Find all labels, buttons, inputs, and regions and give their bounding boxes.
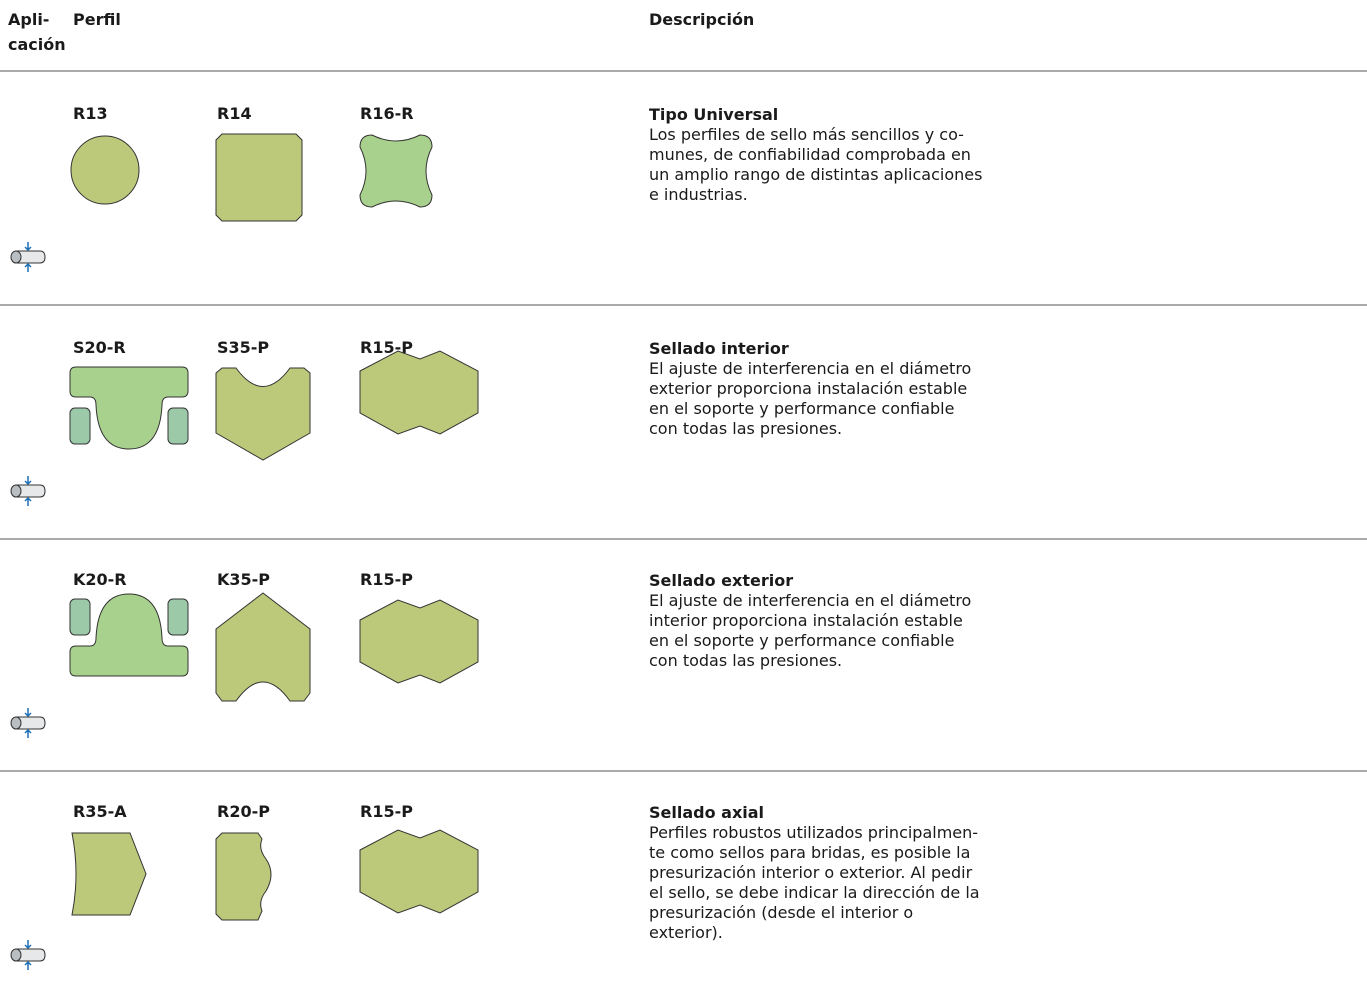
profile-shape: [69, 598, 91, 636]
description-text: un amplio rango de distintas aplicacione…: [649, 165, 982, 184]
application-icon: [15, 948, 46, 962]
application-icon: [10, 484, 22, 498]
profile-shape: [70, 135, 140, 205]
description-text: e industrias.: [649, 185, 748, 204]
application-icon: [10, 476, 46, 506]
profile-label: K35-P: [217, 570, 270, 589]
profile-shape: [215, 367, 311, 461]
description-title: Tipo Universal: [649, 105, 778, 124]
profile-shape: [359, 599, 479, 684]
profile-label: R16-R: [360, 104, 414, 123]
application-icon: [24, 242, 32, 272]
profile-label: K20-R: [73, 570, 127, 589]
profile-shape: [69, 593, 189, 677]
description-text: Perfiles robustos utilizados principalme…: [649, 823, 978, 842]
profile-shape: [167, 407, 189, 445]
profile-label: R35-A: [73, 802, 127, 821]
description-text: El ajuste de interferencia en el diámetr…: [649, 359, 971, 378]
application-icon: [24, 940, 32, 970]
profile-shape: [359, 350, 479, 435]
profile-shape: [69, 593, 189, 677]
description-text: con todas las presiones.: [649, 419, 842, 438]
description-text: presurización (desde el interior o: [649, 903, 913, 922]
application-icon: [10, 716, 22, 730]
description-text: interior proporciona instalación estable: [649, 611, 963, 630]
description-text: El ajuste de interferencia en el diámetr…: [649, 591, 971, 610]
description-text: con todas las presiones.: [649, 651, 842, 670]
profile-shape: [215, 592, 311, 702]
description-title: Sellado exterior: [649, 571, 793, 590]
description-text: en el soporte y performance confiable: [649, 631, 954, 650]
profile-shape: [215, 133, 303, 222]
profile-shape: [167, 598, 189, 636]
profile-shape: [69, 407, 91, 445]
profile-shape: [71, 832, 147, 916]
profile-shape: [359, 829, 479, 914]
profile-label: R14: [217, 104, 252, 123]
profile-label: R15-P: [360, 802, 413, 821]
application-icon: [24, 476, 32, 506]
description-text: presurización interior o exterior. Al pe…: [649, 863, 973, 882]
profile-shape: [69, 366, 189, 450]
application-icon: [10, 948, 22, 962]
application-icon: [15, 250, 46, 264]
header-description: Descripción: [649, 10, 754, 29]
application-icon: [15, 716, 46, 730]
description-title: Sellado interior: [649, 339, 789, 358]
description-text: munes, de confiabilidad comprobada en: [649, 145, 971, 164]
header-application: Apli-: [8, 10, 49, 29]
profile-shape: [215, 832, 272, 921]
profile-label: R15-P: [360, 570, 413, 589]
application-icon: [24, 708, 32, 738]
profile-label: S35-P: [217, 338, 269, 357]
profile-label: R20-P: [217, 802, 270, 821]
application-icon: [15, 484, 46, 498]
header-application: cación: [8, 35, 66, 54]
application-icon: [10, 250, 22, 264]
profile-shape: [69, 366, 189, 450]
application-icon: [10, 940, 46, 970]
header-profile: Perfil: [73, 10, 121, 29]
profile-label: R13: [73, 104, 108, 123]
application-icon: [10, 242, 46, 272]
description-title: Sellado axial: [649, 803, 764, 822]
description-text: en el soporte y performance confiable: [649, 399, 954, 418]
description-text: el sello, se debe indicar la dirección d…: [649, 883, 980, 902]
profile-label: S20-R: [73, 338, 126, 357]
description-text: te como sellos para bridas, es posible l…: [649, 843, 970, 862]
description-text: exterior).: [649, 923, 723, 942]
description-text: exterior proporciona instalación estable: [649, 379, 967, 398]
profile-shape: [359, 134, 433, 208]
description-text: Los perfiles de sello más sencillos y co…: [649, 125, 964, 144]
application-icon: [10, 708, 46, 738]
